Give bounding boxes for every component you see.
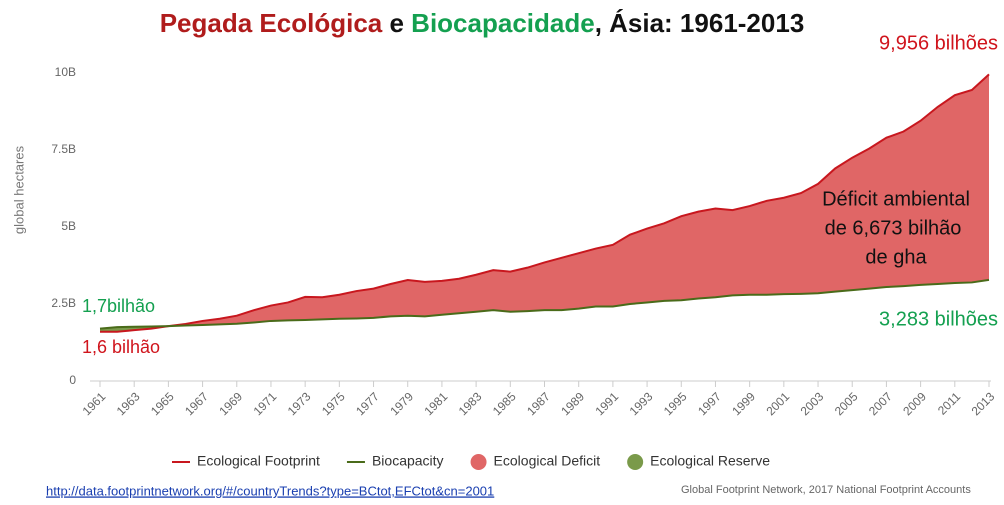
y-tick-label: 2.5B <box>51 296 76 310</box>
annotation: 1,6 bilhão <box>82 337 160 357</box>
x-tick-label: 1991 <box>592 389 621 418</box>
x-tick-label: 1985 <box>490 389 519 418</box>
annotation: 3,283 bilhões <box>879 308 998 330</box>
x-tick-label: 1999 <box>729 389 758 418</box>
title-part: e <box>382 8 411 38</box>
x-tick-label: 1967 <box>182 389 211 418</box>
source-text: Global Footprint Network, 2017 National … <box>681 484 971 496</box>
annotation: de 6,673 bilhão <box>825 217 962 239</box>
x-tick-label: 1971 <box>251 389 280 418</box>
legend-label: Biocapacity <box>372 453 444 469</box>
title-part: , Ásia: 1961-2013 <box>595 8 805 38</box>
x-tick-label: 1993 <box>627 389 656 418</box>
x-tick-label: 2007 <box>866 389 895 418</box>
source-link-text[interactable]: http://data.footprintnetwork.org/#/count… <box>46 483 494 498</box>
x-tick-label: 1997 <box>695 389 724 418</box>
deficit-area <box>100 74 989 332</box>
legend-marker <box>470 454 487 470</box>
annotation: 1,7bilhão <box>82 296 155 316</box>
series-line <box>99 278 990 330</box>
x-tick-label: 2011 <box>935 389 963 417</box>
x-tick-label: 1963 <box>114 389 143 418</box>
title-part: Pegada Ecológica <box>160 8 383 38</box>
series-line <box>100 73 990 333</box>
y-tick-label: 0 <box>69 373 76 387</box>
x-tick-label: 2005 <box>832 389 861 418</box>
x-tick-label: 1965 <box>148 389 177 418</box>
chart-title: Pegada Ecológica e Biocapacidade, Ásia: … <box>160 8 805 38</box>
x-tick-label: 1995 <box>661 389 690 418</box>
x-tick-label: 1977 <box>353 389 382 418</box>
y-tick-label: 5B <box>61 219 76 233</box>
source-link[interactable]: http://data.footprintnetwork.org/#/count… <box>46 483 494 498</box>
y-tick-label: 7.5B <box>51 142 76 156</box>
annotation: 9,956 bilhões <box>879 32 998 54</box>
x-tick-label: 1969 <box>216 389 245 418</box>
x-tick-label: 1961 <box>80 389 109 418</box>
x-tick-label: 1983 <box>456 389 485 418</box>
x-tick-label: 2001 <box>763 389 792 418</box>
x-tick-label: 1987 <box>524 389 553 418</box>
legend-label: Ecological Reserve <box>650 453 770 469</box>
y-tick-label: 10B <box>55 65 76 79</box>
legend-marker <box>627 454 644 470</box>
y-axis-label: global hectares <box>11 145 26 234</box>
legend-label: Ecological Footprint <box>197 453 320 469</box>
x-tick-label: 1981 <box>422 389 451 418</box>
x-tick-label: 2003 <box>798 389 827 418</box>
annotation: Déficit ambiental <box>822 188 970 210</box>
x-tick-label: 1975 <box>319 389 348 418</box>
x-tick-label: 1973 <box>285 389 314 418</box>
x-tick-label: 1979 <box>387 389 416 418</box>
x-tick-label: 2009 <box>900 389 929 418</box>
x-tick-label: 1989 <box>558 389 587 418</box>
x-tick-label: 2013 <box>969 389 998 418</box>
legend-label: Ecological Deficit <box>494 453 601 469</box>
title-part: Biocapacidade <box>411 8 595 38</box>
annotation: de gha <box>865 246 927 268</box>
